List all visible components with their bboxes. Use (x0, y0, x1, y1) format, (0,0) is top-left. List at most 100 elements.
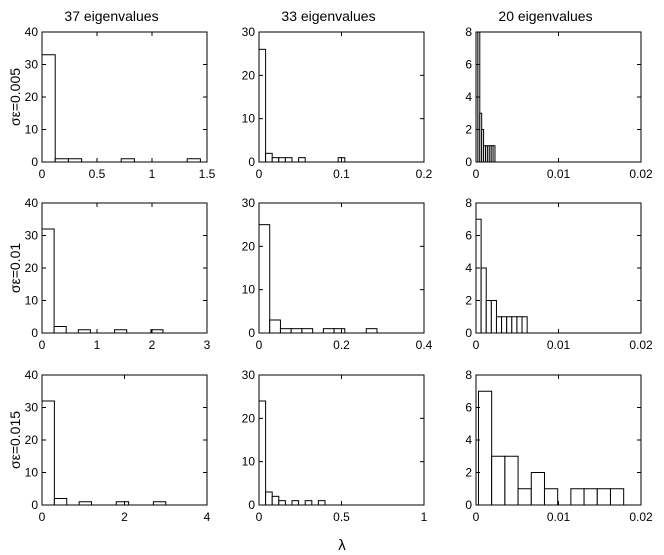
histogram-panel-1-3: 0 0.01 0.02 0 2 4 6 8 (465, 25, 653, 181)
y-tick-label: 20 (25, 261, 39, 275)
y-tick-label: 30 (25, 58, 39, 72)
histogram-bar (506, 316, 513, 334)
x-tick-label: 0.02 (629, 338, 653, 352)
y-tick-label: 8 (465, 368, 472, 382)
histogram-bar (265, 152, 273, 163)
histogram-bar (609, 488, 625, 506)
histogram-bar (258, 48, 267, 163)
x-tick-label: 0 (256, 167, 263, 181)
y-tick-label: 8 (465, 25, 472, 39)
histogram-panel-1-2: 0 0.1 0.2 0 10 20 30 (242, 25, 433, 181)
y-tick-label: 0 (465, 498, 472, 512)
y-tick-label: 2 (465, 466, 472, 480)
histogram-bar (521, 316, 528, 334)
histogram-panel-1-1: 0 0.5 1 1.5 0 10 20 30 40 (25, 25, 216, 181)
y-tick-label: 4 (465, 433, 472, 447)
axes-frame (475, 31, 642, 163)
histogram-bar (304, 500, 313, 506)
histogram-bar (480, 267, 487, 334)
x-tick-label: 0.2 (333, 338, 350, 352)
histogram-panel-3-3: 0 0.01 0.02 0 2 4 6 8 (465, 368, 653, 524)
x-tick-label: 0 (39, 510, 46, 524)
histogram-bar (477, 390, 493, 506)
x-tick-label: 0.01 (547, 338, 571, 352)
y-tick-label: 10 (25, 294, 39, 308)
y-tick-label: 8 (465, 196, 472, 210)
histogram-bar (516, 316, 523, 334)
histogram-bar (485, 300, 492, 334)
x-tick-label: 0.01 (547, 167, 571, 181)
axes-frame (41, 31, 208, 163)
x-tick-label: 0.2 (416, 167, 433, 181)
histogram-bar (504, 455, 519, 506)
axes-frame (258, 374, 425, 506)
histogram-bar (583, 488, 598, 506)
histogram-bar (258, 400, 267, 506)
y-tick-label: 0 (465, 326, 472, 340)
x-tick-label: 0.5 (89, 167, 106, 181)
y-tick-label: 6 (465, 229, 472, 243)
histogram-bar (269, 319, 281, 334)
histogram-bar (475, 218, 482, 334)
y-tick-label: 0 (248, 326, 255, 340)
histogram-bar (279, 328, 292, 334)
histogram-bar (333, 328, 346, 334)
histogram-bar (41, 228, 55, 334)
x-tick-label: 0 (473, 510, 480, 524)
y-tick-label: 0 (31, 498, 38, 512)
y-tick-label: 10 (25, 466, 39, 480)
y-tick-label: 40 (25, 368, 39, 382)
x-tick-label: 0 (256, 510, 263, 524)
axes-frame (41, 202, 208, 334)
y-tick-label: 30 (242, 368, 256, 382)
histogram-bar (298, 157, 306, 163)
y-tick-label: 0 (465, 155, 472, 169)
y-tick-label: 10 (242, 283, 256, 297)
histogram-bar (491, 455, 506, 506)
x-tick-label: 1.5 (199, 167, 216, 181)
row-label-3: σε=0.015 (7, 411, 23, 469)
y-tick-label: 10 (242, 112, 256, 126)
histogram-panel-2-3: 0 0.01 0.02 0 2 4 6 8 (465, 196, 653, 352)
x-tick-label: 0.02 (629, 167, 653, 181)
y-tick-label: 10 (242, 455, 256, 469)
histogram-bar (41, 400, 55, 506)
x-tick-label: 4 (204, 510, 211, 524)
histogram-bar (501, 316, 508, 334)
x-tick-label: 0.1 (333, 167, 350, 181)
histogram-bar (265, 491, 273, 506)
y-tick-label: 4 (465, 90, 472, 104)
x-tick-label: 1 (421, 510, 428, 524)
x-tick-label: 0 (473, 167, 480, 181)
axes-frame (475, 202, 642, 334)
histogram-bar (284, 157, 293, 163)
histogram-bar (511, 316, 518, 334)
y-tick-label: 0 (248, 155, 255, 169)
histogram-bar (301, 328, 314, 334)
histogram-bar (530, 472, 545, 506)
histogram-bar (271, 495, 280, 506)
x-tick-label: 0.01 (547, 510, 571, 524)
y-tick-label: 2 (465, 123, 472, 137)
y-tick-label: 20 (242, 68, 256, 82)
histogram-bar (492, 145, 496, 163)
histogram-panel-2-2: 0 0.2 0.4 0 10 20 30 (242, 196, 433, 352)
x-tick-label: 2 (121, 510, 128, 524)
y-tick-label: 30 (25, 401, 39, 415)
y-tick-label: 20 (242, 239, 256, 253)
y-tick-label: 10 (25, 123, 39, 137)
row-label-1: σε=0.005 (7, 68, 23, 126)
histogram-bar (53, 326, 67, 334)
axes-frame (258, 202, 425, 334)
y-tick-label: 40 (25, 25, 39, 39)
x-axis-label: λ (338, 537, 346, 554)
histogram-bar (596, 488, 611, 506)
x-tick-label: 0 (473, 338, 480, 352)
histogram-bar (322, 328, 335, 334)
histogram-bar (517, 488, 532, 506)
y-tick-label: 20 (242, 411, 256, 425)
x-tick-label: 0.4 (416, 338, 433, 352)
